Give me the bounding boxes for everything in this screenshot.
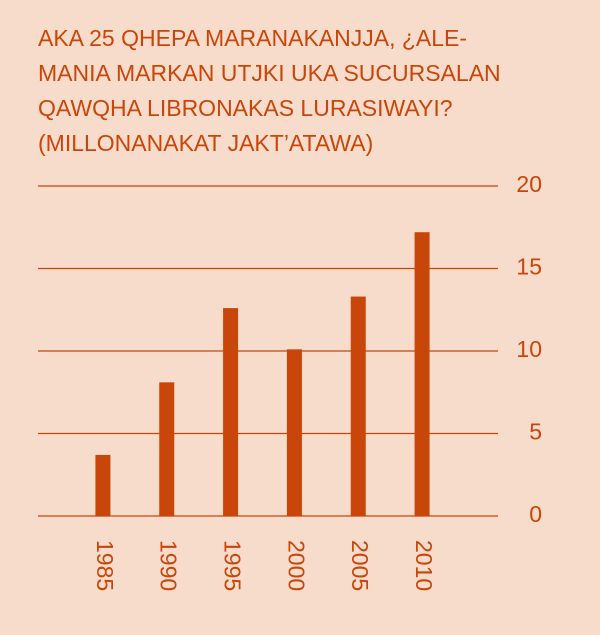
x-tick-label: 2005 <box>347 540 373 591</box>
chart-title: MANIA MARKAN UTJKI UKA SUCURSALAN <box>38 60 501 86</box>
bar <box>159 382 175 516</box>
x-tick-label: 2000 <box>283 540 309 591</box>
bar <box>95 454 111 516</box>
x-tick-label: 1995 <box>220 540 246 591</box>
bar <box>286 349 302 516</box>
chart-title: QAWQHA LIBRONAKAS LURASIWAYI? <box>38 95 453 121</box>
y-tick-label: 0 <box>529 501 542 527</box>
bar <box>350 296 366 516</box>
bar <box>414 232 430 516</box>
x-tick-label: 1985 <box>92 540 118 591</box>
y-tick-label: 15 <box>516 254 542 280</box>
x-tick-label: 1990 <box>156 540 182 591</box>
y-tick-label: 5 <box>529 419 542 445</box>
chart-title: (MILLONANAKAT JAKT’ATAWA) <box>38 130 373 156</box>
bar <box>223 308 239 516</box>
y-tick-label: 20 <box>516 171 542 197</box>
y-tick-label: 10 <box>516 336 542 362</box>
x-tick-label: 2010 <box>411 540 437 591</box>
chart-title: AKA 25 QHEPA MARANAKANJJA, ¿ALE- <box>38 25 467 51</box>
